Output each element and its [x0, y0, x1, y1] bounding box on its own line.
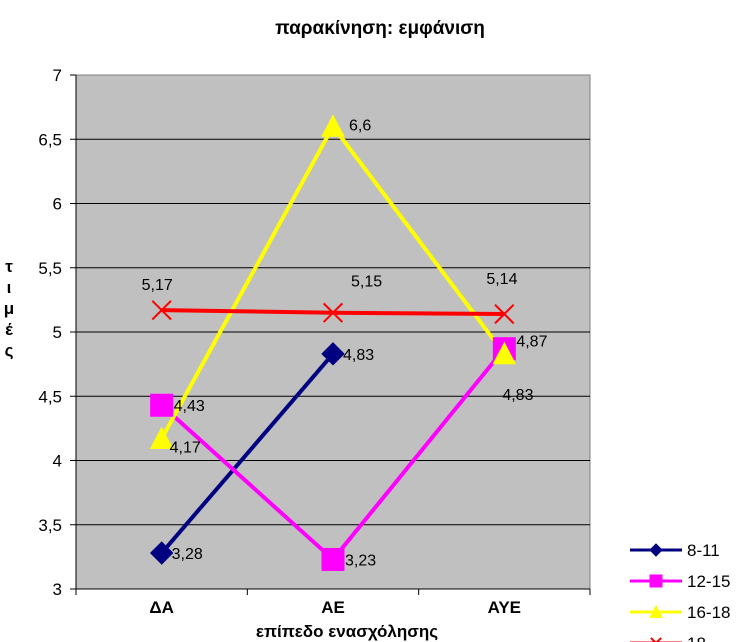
legend-label: 12-15: [687, 572, 730, 591]
data-label: 3,28: [172, 546, 203, 563]
y-tick-label: 3: [53, 580, 62, 599]
legend: 8-11 12-15 16-18 18...: [630, 541, 730, 642]
x-axis-categories: ΔΑ ΑΕ ΑΥΕ: [75, 589, 591, 617]
chart-title: παρακίνηση: εμφάνιση: [275, 18, 485, 39]
legend-label: 8-11: [687, 541, 720, 560]
y-tick-label: 6: [53, 195, 62, 214]
data-label: 5,14: [486, 271, 517, 288]
y-tick-label: 5: [53, 323, 62, 342]
data-label: 4,83: [343, 347, 374, 364]
y-tick-label: 5,5: [38, 259, 62, 278]
legend-item: 18...: [630, 634, 720, 642]
data-label: 3,23: [345, 552, 376, 569]
series-markers: [149, 114, 517, 571]
legend-item: 12-15: [630, 572, 730, 591]
marker-triangle: [321, 114, 345, 137]
marker-diamond: [649, 543, 663, 557]
y-tick-label: 3,5: [38, 516, 62, 535]
legend-item: 8-11: [630, 541, 720, 560]
marker-square: [150, 393, 174, 417]
data-label: 4,43: [174, 398, 205, 415]
marker-square: [649, 574, 663, 588]
marker-square: [321, 547, 345, 571]
data-labels: 3,28 4,83 4,43 3,23 4,87 4,17 6,6 4,83 5,17 5,15 5…: [142, 117, 548, 569]
marker-x: [650, 637, 662, 642]
marker-x: [151, 300, 172, 321]
y-tick-label: 4: [53, 452, 62, 471]
gridlines: [76, 138, 590, 526]
legend-label: 16-18: [687, 603, 730, 622]
x-category-label: ΑΕ: [321, 598, 345, 617]
marker-x: [494, 303, 515, 325]
series-line: [160, 352, 335, 555]
y-axis-ticks: 3 3,5 4 4,5 5 5,5 6 6,5 7: [38, 66, 590, 599]
marker-x: [322, 302, 344, 323]
y-tick-label: 6,5: [38, 130, 62, 149]
legend-label: 18...: [687, 634, 720, 642]
marker-diamond: [321, 342, 345, 366]
marker-diamond: [149, 541, 174, 565]
x-category-label: ΑΥΕ: [488, 598, 521, 617]
data-label: 6,6: [349, 117, 371, 134]
data-label: 5,15: [351, 274, 382, 291]
data-label: 4,87: [516, 334, 547, 351]
y-tick-label: 7: [53, 66, 62, 85]
data-label: 5,17: [142, 277, 173, 294]
y-tick-label: 4,5: [38, 387, 62, 406]
data-label: 4,83: [502, 387, 533, 404]
marker-triangle: [492, 341, 517, 365]
marker-triangle: [149, 426, 174, 450]
marker-triangle: [649, 604, 663, 618]
x-axis-label: επίπεδο ενασχόλησης: [256, 622, 438, 641]
legend-item: 16-18: [630, 603, 730, 622]
data-label: 4,17: [170, 440, 201, 457]
x-category-label: ΔΑ: [149, 598, 174, 617]
